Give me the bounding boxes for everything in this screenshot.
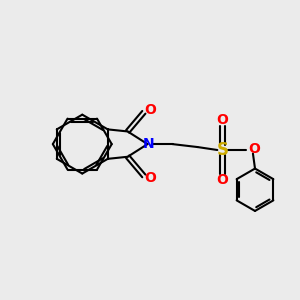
Text: O: O <box>144 103 156 117</box>
Text: N: N <box>142 137 154 151</box>
Text: S: S <box>217 141 229 159</box>
Text: O: O <box>248 142 260 156</box>
Text: O: O <box>144 171 156 185</box>
Text: O: O <box>217 113 229 127</box>
Text: O: O <box>217 173 229 187</box>
